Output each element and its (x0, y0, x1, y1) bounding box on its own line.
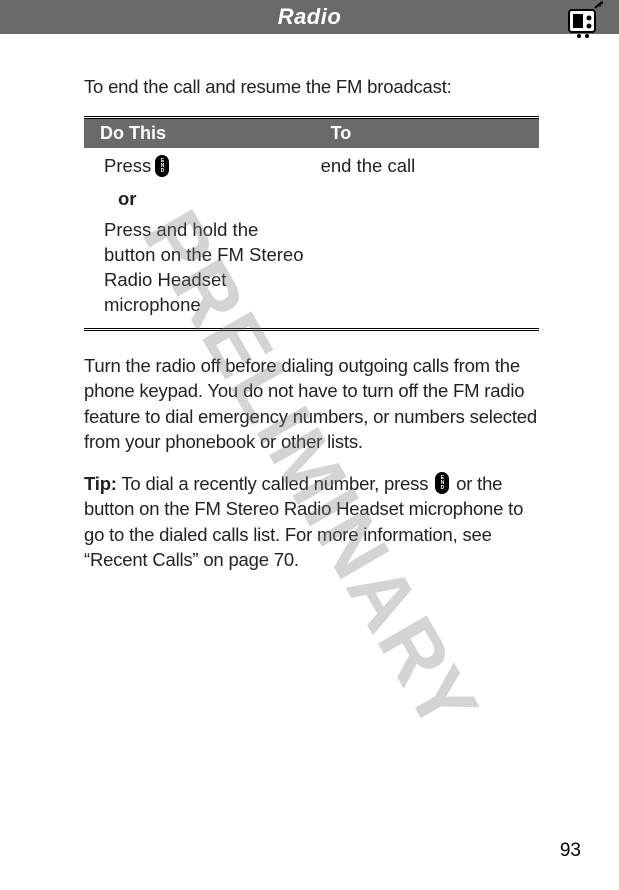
table-row: Press END or Press and hold the button o… (84, 148, 539, 328)
table-header-do-this: Do This (84, 119, 321, 148)
table-header-row: Do This To (84, 119, 539, 148)
cell-do-this: Press END or Press and hold the button o… (84, 154, 321, 318)
alt-instruction: Press and hold the button on the FM Ster… (104, 218, 311, 318)
tip-label: Tip: (84, 473, 117, 494)
page-title: Radio (278, 4, 342, 30)
press-word: Press (104, 154, 151, 179)
instruction-table: Do This To Press END or Press and hold t… (84, 116, 539, 331)
tip-before: To dial a recently called number, press (117, 473, 433, 494)
tip-paragraph: Tip: To dial a recently called number, p… (84, 471, 539, 573)
cell-result: end the call (321, 154, 539, 318)
press-line: Press END (104, 154, 311, 179)
end-key-icon: END (155, 155, 169, 177)
radio-icon: ♪ (565, 0, 609, 45)
table-header-to: To (321, 119, 539, 148)
paragraph-1: Turn the radio off before dialing outgoi… (84, 353, 539, 455)
svg-text:♪: ♪ (598, 0, 604, 10)
or-label: or (118, 187, 311, 212)
intro-text: To end the call and resume the FM broadc… (84, 76, 539, 98)
page-number: 93 (560, 840, 581, 862)
content-area: To end the call and resume the FM broadc… (0, 34, 619, 573)
header-bar: Radio ♪ (0, 0, 619, 34)
end-key-icon: END (435, 472, 449, 494)
